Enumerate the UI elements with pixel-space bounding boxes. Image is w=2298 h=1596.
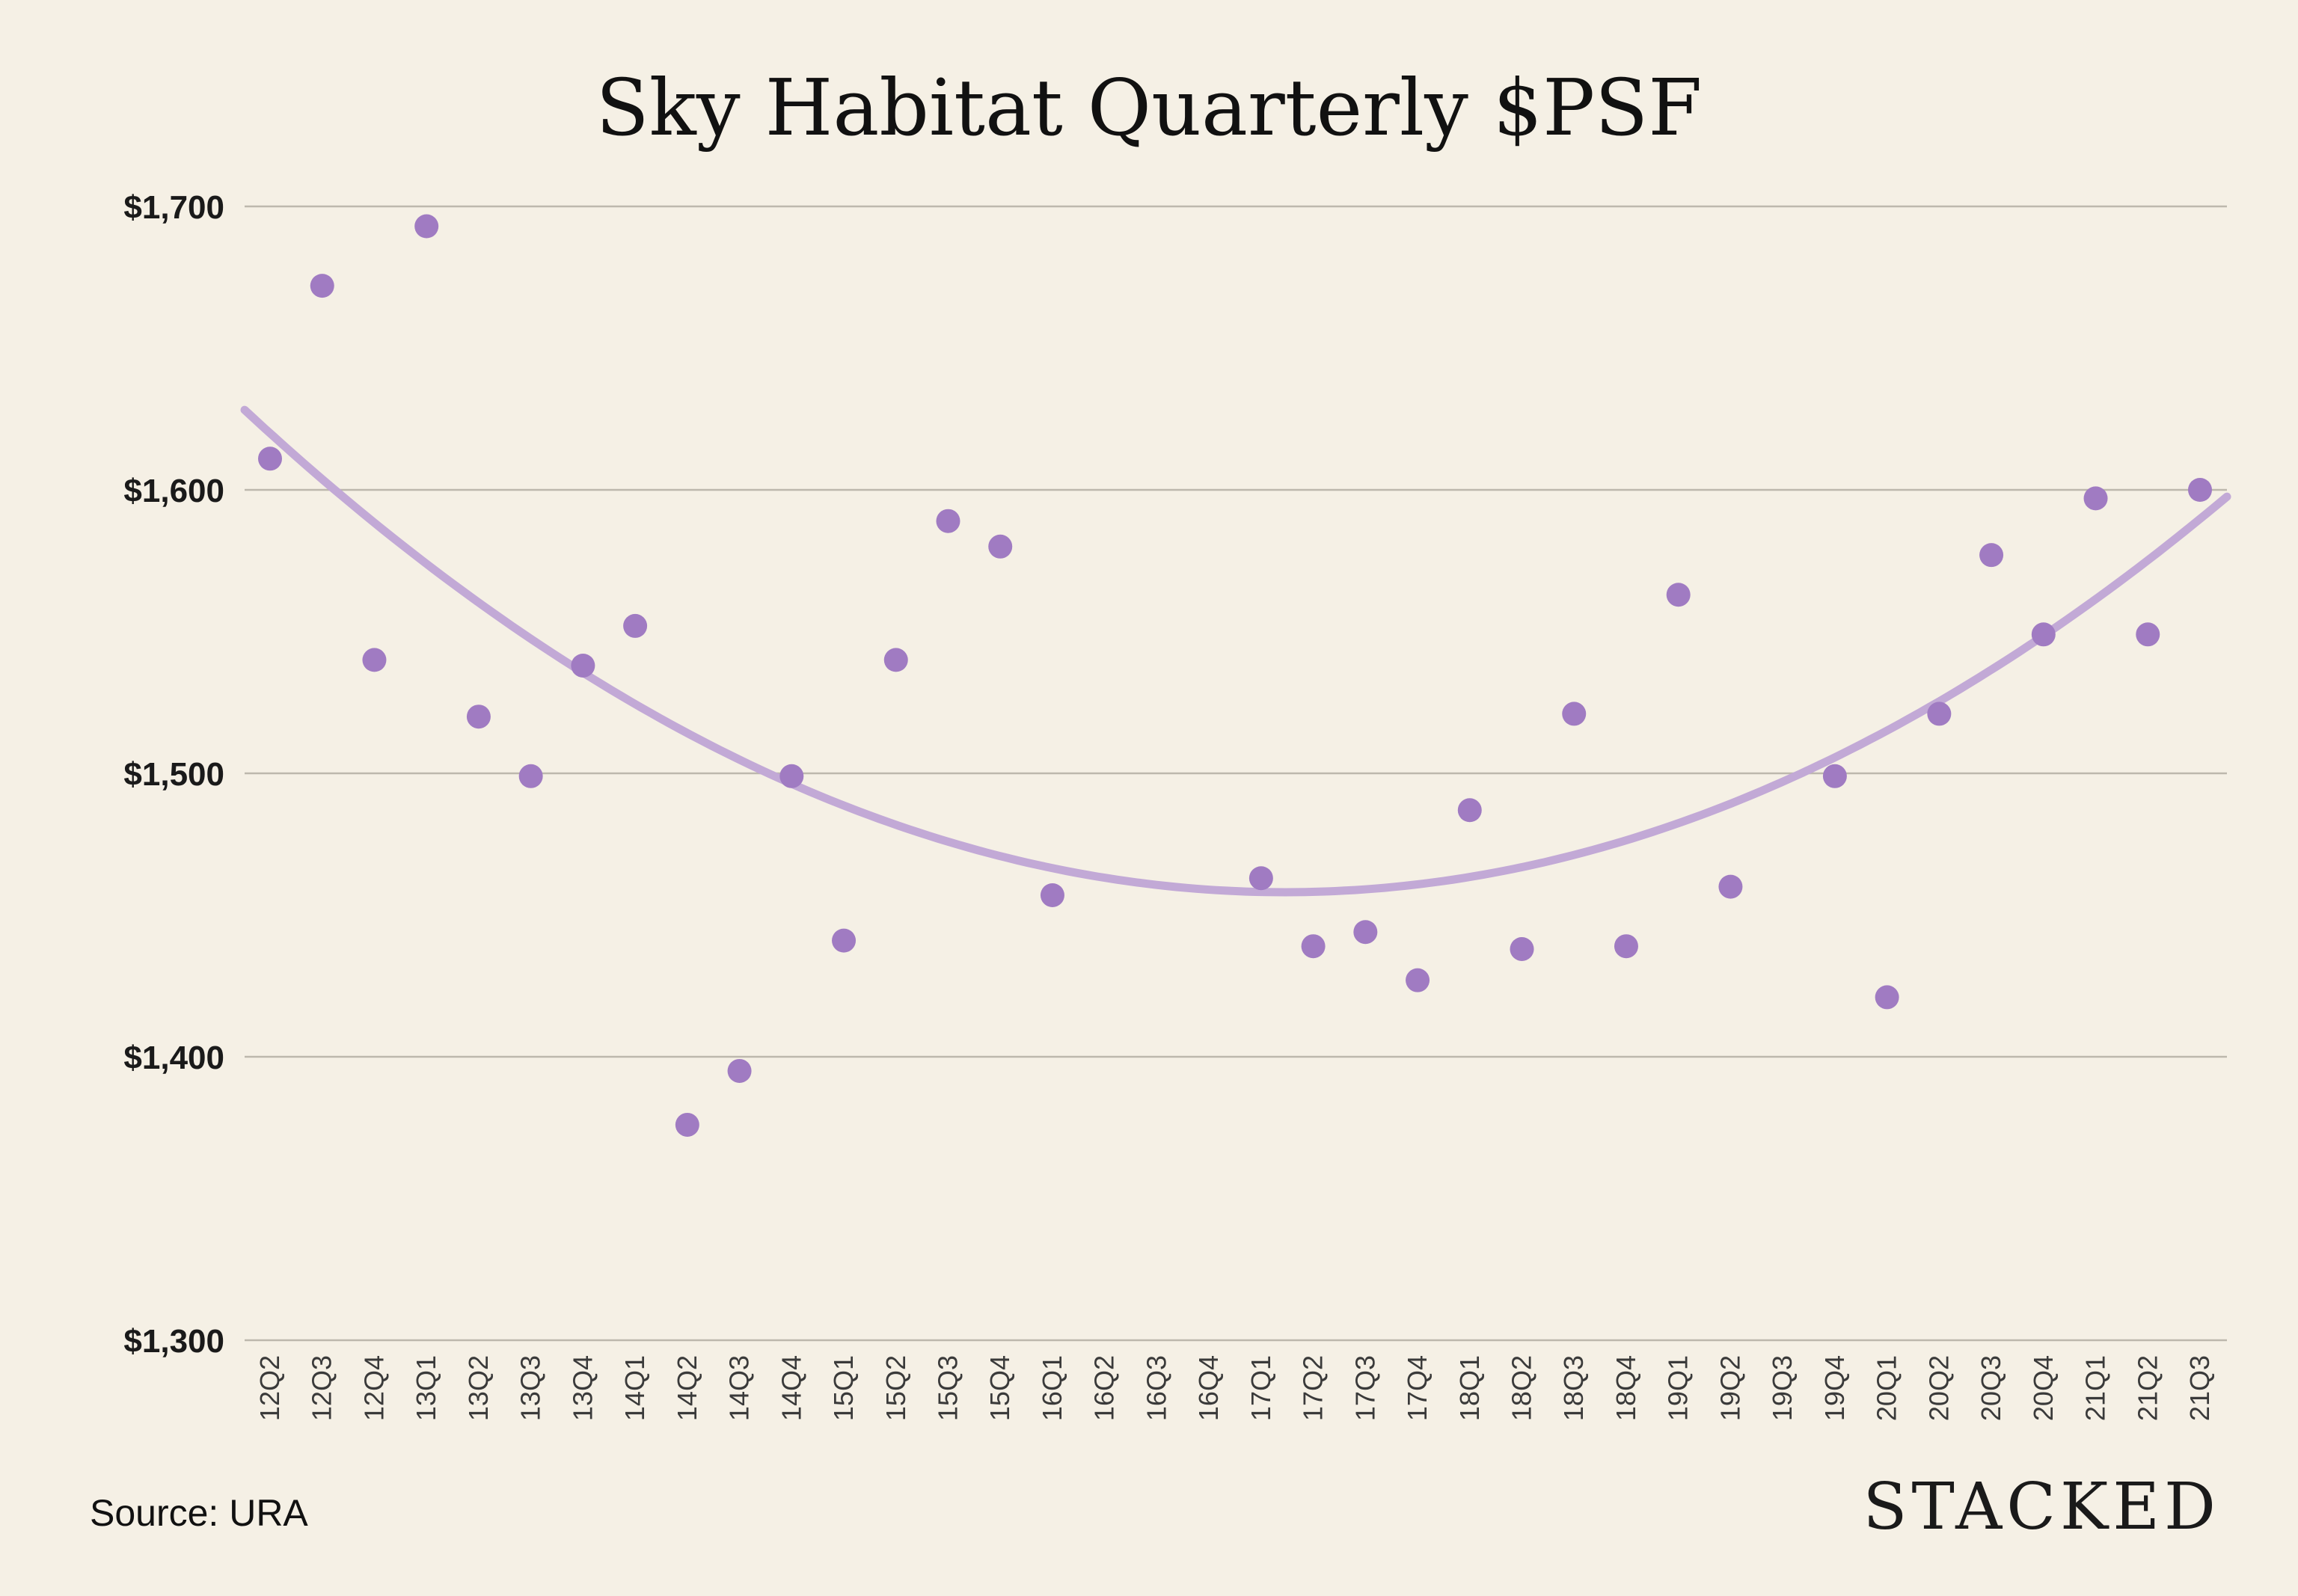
gridlines [245,205,2227,1342]
x-tick-label: 17Q1 [1245,1355,1276,1421]
x-tick-label: 21Q1 [2080,1355,2111,1421]
data-point [883,648,908,672]
y-tick-label: $1,700 [123,189,224,226]
data-point [2083,486,2108,511]
data-point [1562,702,1587,726]
x-tick-label: 18Q4 [1611,1355,1641,1421]
x-tick-label: 20Q1 [1872,1355,1902,1421]
x-tick-label: 12Q4 [358,1355,389,1421]
data-point [623,613,648,638]
x-tick-label: 17Q2 [1298,1355,1329,1421]
data-point [310,274,334,298]
x-tick-label: 13Q2 [463,1355,494,1421]
data-point [988,534,1013,559]
data-point [1040,883,1064,907]
data-point [1248,866,1273,891]
data-point [1301,934,1326,959]
data-point [1875,985,1899,1010]
data-point [2136,622,2160,647]
x-tick-label: 14Q3 [724,1355,755,1421]
data-point [414,214,439,239]
data-point [2188,478,2212,502]
trendline [240,405,2231,897]
x-tick-label: 14Q2 [672,1355,702,1421]
data-point [518,764,543,788]
x-tick-label: 15Q4 [984,1355,1015,1421]
data-point [832,928,857,953]
x-tick-label: 17Q4 [1402,1355,1433,1421]
x-tick-label: 13Q3 [515,1355,546,1421]
x-tick-label: 18Q3 [1558,1355,1589,1421]
x-tick-label: 15Q2 [880,1355,911,1421]
data-point [1927,702,1952,726]
data-point [2031,622,2056,647]
x-tick-label: 21Q3 [2184,1355,2215,1421]
data-point [1614,934,1638,959]
data-point [675,1112,699,1137]
data-point [1406,968,1430,992]
brand-logo: STACKED [1863,1470,2220,1544]
x-tick-label: 20Q4 [2028,1355,2059,1421]
x-tick-label: 19Q2 [1715,1355,1745,1421]
trendline-path [240,405,2231,897]
x-tick-label: 19Q3 [1767,1355,1798,1421]
y-tick-label: $1,500 [123,756,224,793]
x-tick-label: 17Q3 [1349,1355,1380,1421]
x-axis-ticks: 12Q2 12Q3 12Q4 13Q1 13Q2 13Q3 13Q4 14Q1 14Q2 14Q3… [254,1355,2215,1421]
y-tick-label: $1,400 [123,1040,224,1076]
x-tick-label: 18Q2 [1507,1355,1537,1421]
y-tick-label: $1,600 [123,473,224,509]
data-point [779,764,804,788]
data-point [727,1058,752,1083]
data-point [1353,920,1378,945]
x-tick-label: 20Q3 [1976,1355,2006,1421]
x-tick-label: 16Q1 [1037,1355,1067,1421]
data-point [1979,543,2004,568]
data-point [362,648,387,672]
data-point [1718,874,1743,899]
x-tick-label: 16Q4 [1193,1355,1224,1421]
x-tick-label: 18Q1 [1454,1355,1485,1421]
x-tick-label: 19Q4 [1819,1355,1850,1421]
data-point [1457,798,1482,823]
x-tick-label: 16Q3 [1141,1355,1171,1421]
data-point [936,509,960,533]
data-point [1822,764,1847,788]
x-tick-label: 19Q1 [1663,1355,1694,1421]
x-tick-label: 15Q3 [932,1355,963,1421]
x-tick-label: 15Q1 [828,1355,859,1421]
data-point [466,705,491,729]
x-tick-label: 12Q3 [307,1355,337,1421]
x-tick-label: 12Q2 [254,1355,285,1421]
data-point [1666,583,1691,607]
data-point [571,653,595,678]
source-note: Source: URA [90,1492,308,1534]
x-tick-label: 16Q2 [1089,1355,1120,1421]
data-point [1510,936,1534,961]
x-tick-label: 20Q2 [1923,1355,1954,1421]
data-point [258,446,282,471]
chart-title: Sky Habitat Quarterly $PSF [596,62,1703,153]
y-tick-label: $1,300 [123,1323,224,1360]
x-tick-label: 14Q1 [619,1355,650,1421]
x-tick-label: 14Q4 [776,1355,806,1421]
data-points [258,214,2212,1137]
x-tick-label: 13Q4 [567,1355,598,1421]
y-axis-ticks: $1,300 $1,400 $1,500 $1,600 $1,700 [123,189,224,1360]
x-tick-label: 21Q2 [2132,1355,2163,1421]
x-tick-label: 13Q1 [411,1355,441,1421]
